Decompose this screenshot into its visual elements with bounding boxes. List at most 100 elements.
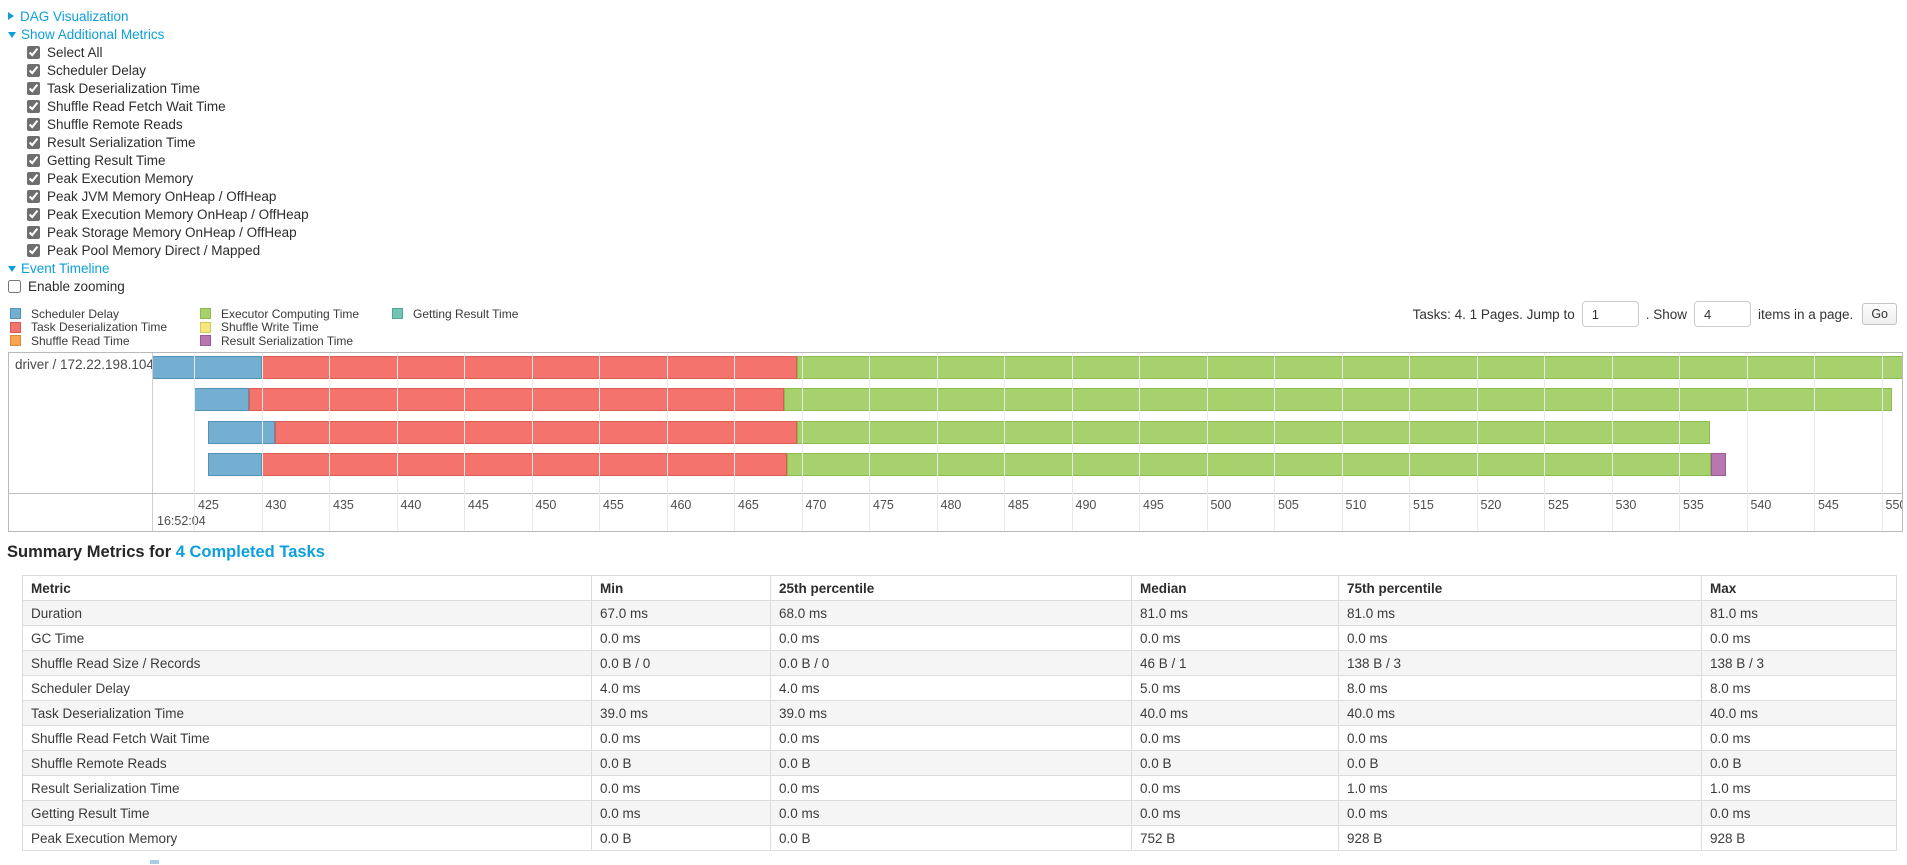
legend-label: Executor Computing Time [221, 306, 360, 321]
gridline [194, 353, 195, 531]
axis-tick-label: 545 [1818, 498, 1839, 512]
jump-to-page-input[interactable] [1581, 301, 1639, 327]
axis-tick-label: 460 [670, 498, 692, 512]
axis-tick-label: 430 [265, 498, 287, 512]
show-additional-metrics-toggle[interactable]: Show Additional Metrics [8, 27, 164, 42]
table-cell: 0.0 ms [1131, 725, 1339, 751]
gridline [1206, 353, 1208, 531]
table-cell: 0.0 ms [1338, 625, 1702, 651]
enable-zooming-label: Enable zooming [28, 278, 125, 294]
task-deserialization-bar-segment[interactable] [249, 388, 784, 411]
task-deserialization-bar-segment[interactable] [275, 421, 798, 444]
gridline [734, 353, 735, 531]
executor-computing-bar-segment[interactable] [786, 453, 1712, 476]
executor-computing-swatch-icon [200, 308, 211, 320]
table-cell: 0.0 ms [1131, 800, 1339, 826]
metric-checkbox[interactable] [27, 135, 40, 149]
legend-column: Getting Result Time [392, 307, 518, 321]
table-cell: Shuffle Read Fetch Wait Time [22, 725, 592, 751]
event-timeline-toggle[interactable]: Event Timeline [8, 261, 110, 276]
metric-checkbox[interactable] [27, 45, 40, 59]
table-cell: 0.0 B [591, 825, 771, 851]
metric-checkbox[interactable] [27, 117, 40, 131]
metric-checkbox[interactable] [27, 243, 40, 257]
metric-checkbox-label: Scheduler Delay [47, 62, 147, 78]
table-cell: 81.0 ms [1338, 600, 1702, 626]
metric-checkbox[interactable] [27, 207, 40, 221]
table-cell: Peak Execution Memory [22, 825, 592, 851]
metric-checkbox-label: Shuffle Read Fetch Wait Time [47, 98, 226, 114]
table-header-cell: 25th percentile [770, 575, 1132, 601]
metric-checkbox[interactable] [27, 81, 40, 95]
metric-checkbox[interactable] [27, 63, 40, 77]
enable-zooming-checkbox[interactable] [8, 279, 21, 293]
table-cell: 4.0 ms [591, 675, 771, 701]
metric-checkbox-row: Scheduler Delay [8, 61, 309, 79]
task-deserialization-bar-segment[interactable] [261, 356, 798, 379]
gridline [801, 353, 803, 531]
gridline [1544, 353, 1545, 531]
table-cell: 1.0 ms [1338, 775, 1702, 801]
gridline [869, 353, 870, 531]
scheduler-delay-bar-segment[interactable] [194, 388, 250, 411]
table-cell: 67.0 ms [591, 600, 771, 626]
axis-tick-label: 470 [805, 498, 827, 512]
table-cell: 0.0 ms [770, 625, 1132, 651]
items-per-page-input[interactable] [1694, 301, 1751, 327]
metric-checkbox-row: Peak Execution Memory [8, 169, 309, 187]
table-header-cell: Median [1131, 575, 1339, 601]
result-serialization-bar-segment[interactable] [1711, 453, 1727, 476]
legend-column: Scheduler Delay Task Deserialization Time… [10, 307, 167, 348]
legend-item: Result Serialization Time [200, 334, 359, 348]
executor-computing-bar-segment[interactable] [797, 356, 1902, 379]
table-header-cell: 75th percentile [1338, 575, 1702, 601]
table-row: Shuffle Remote Reads 0.0 B 0.0 B 0.0 B 0.0 B… [22, 750, 1897, 776]
metric-checkbox-row: Task Deserialization Time [8, 79, 309, 97]
metric-checkbox-label: Peak JVM Memory OnHeap / OffHeap [47, 188, 277, 204]
completed-tasks-link[interactable]: 4 Completed Tasks [175, 543, 325, 561]
table-cell: 81.0 ms [1701, 600, 1897, 626]
table-header-cell: Metric [22, 575, 592, 601]
executor-computing-bar-segment[interactable] [797, 421, 1711, 444]
metric-checkbox[interactable] [27, 153, 40, 167]
go-button[interactable]: Go [1862, 303, 1897, 325]
gridline [261, 353, 263, 531]
scheduler-delay-bar-segment[interactable] [153, 356, 262, 379]
gridline [464, 353, 465, 531]
table-cell: 8.0 ms [1701, 675, 1897, 701]
metric-checkbox[interactable] [27, 189, 40, 203]
legend-item: Executor Computing Time [200, 307, 359, 321]
legend-label: Shuffle Write Time [221, 320, 319, 335]
legend-item: Scheduler Delay [10, 307, 167, 321]
dag-visualization-label: DAG Visualization [20, 8, 129, 24]
table-cell: 0.0 ms [1701, 725, 1897, 751]
dag-visualization-toggle[interactable]: DAG Visualization [8, 9, 129, 24]
axis-separator [9, 493, 1902, 494]
table-cell: 0.0 ms [770, 775, 1132, 801]
table-cell: 0.0 ms [1338, 800, 1702, 826]
metric-checkbox-row: Peak Pool Memory Direct / Mapped [8, 241, 309, 259]
legend-label: Result Serialization Time [221, 333, 354, 348]
metrics-checkbox-list: Select All Scheduler Delay Task Deserializ… [8, 43, 309, 259]
scheduler-delay-bar-segment[interactable] [207, 421, 275, 444]
table-cell: 0.0 ms [770, 725, 1132, 751]
axis-tick-label: 490 [1075, 498, 1097, 512]
gridline [599, 353, 600, 531]
table-row: GC Time 0.0 ms 0.0 ms 0.0 ms 0.0 ms 0.0 ms [22, 625, 1897, 651]
metric-checkbox-label: Peak Pool Memory Direct / Mapped [47, 242, 261, 258]
metric-checkbox[interactable] [27, 99, 40, 113]
scheduler-delay-bar-segment[interactable] [207, 453, 262, 476]
show-additional-metrics-label: Show Additional Metrics [21, 26, 165, 42]
table-cell: 1.0 ms [1701, 775, 1897, 801]
task-deserialization-bar-segment[interactable] [261, 453, 787, 476]
summary-metrics-table: Metric Min 25th percentile Median 75th perce… [22, 575, 1897, 851]
table-cell: 81.0 ms [1131, 600, 1339, 626]
metric-checkbox-label: Shuffle Remote Reads [47, 116, 183, 132]
executor-computing-bar-segment[interactable] [783, 388, 1893, 411]
metric-checkbox[interactable] [27, 171, 40, 185]
metric-checkbox[interactable] [27, 225, 40, 239]
axis-tick-label: 445 [468, 498, 489, 512]
metric-checkbox-label: Getting Result Time [47, 152, 166, 168]
table-cell: 0.0 B [770, 825, 1132, 851]
table-cell: 0.0 B / 0 [591, 650, 771, 676]
